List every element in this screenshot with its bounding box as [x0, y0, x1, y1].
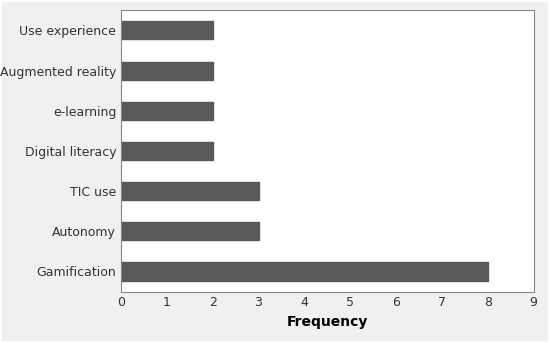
- Bar: [121, 102, 213, 120]
- Bar: [121, 21, 213, 39]
- Bar: [121, 182, 258, 200]
- X-axis label: Frequency: Frequency: [287, 315, 368, 329]
- Bar: [121, 142, 213, 160]
- Bar: [121, 262, 488, 281]
- Bar: [121, 222, 258, 240]
- Bar: [121, 61, 213, 80]
